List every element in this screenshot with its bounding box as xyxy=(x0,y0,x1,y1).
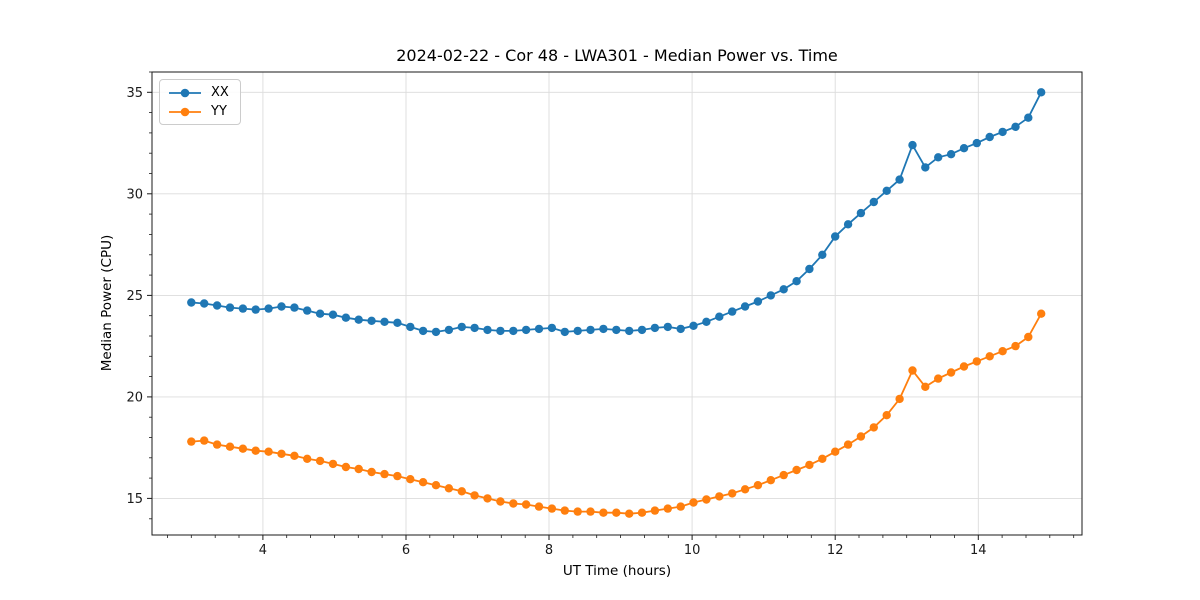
legend-item-yy: YY xyxy=(168,104,229,119)
legend-line-marker-xx xyxy=(169,88,201,97)
y-axis-label: Median Power (CPU) xyxy=(99,234,115,372)
svg-text:8: 8 xyxy=(545,543,553,558)
svg-text:30: 30 xyxy=(126,187,143,202)
x-axis-label: UT Time (hours) xyxy=(562,563,672,579)
svg-text:10: 10 xyxy=(684,543,701,558)
chart-title: 2024-02-22 - Cor 48 - LWA301 - Median Po… xyxy=(396,46,838,65)
legend-line-marker-yy xyxy=(169,107,201,116)
svg-text:14: 14 xyxy=(970,543,987,558)
svg-text:15: 15 xyxy=(126,492,143,507)
legend: XX YY xyxy=(159,79,241,125)
svg-text:6: 6 xyxy=(402,543,410,558)
svg-text:20: 20 xyxy=(126,390,143,405)
svg-text:25: 25 xyxy=(126,289,143,304)
svg-text:12: 12 xyxy=(827,543,844,558)
svg-text:35: 35 xyxy=(126,86,143,101)
legend-label-xx: XX xyxy=(211,85,229,100)
legend-label-yy: YY xyxy=(211,104,227,119)
svg-text:4: 4 xyxy=(259,543,267,558)
legend-item-xx: XX xyxy=(168,85,229,100)
